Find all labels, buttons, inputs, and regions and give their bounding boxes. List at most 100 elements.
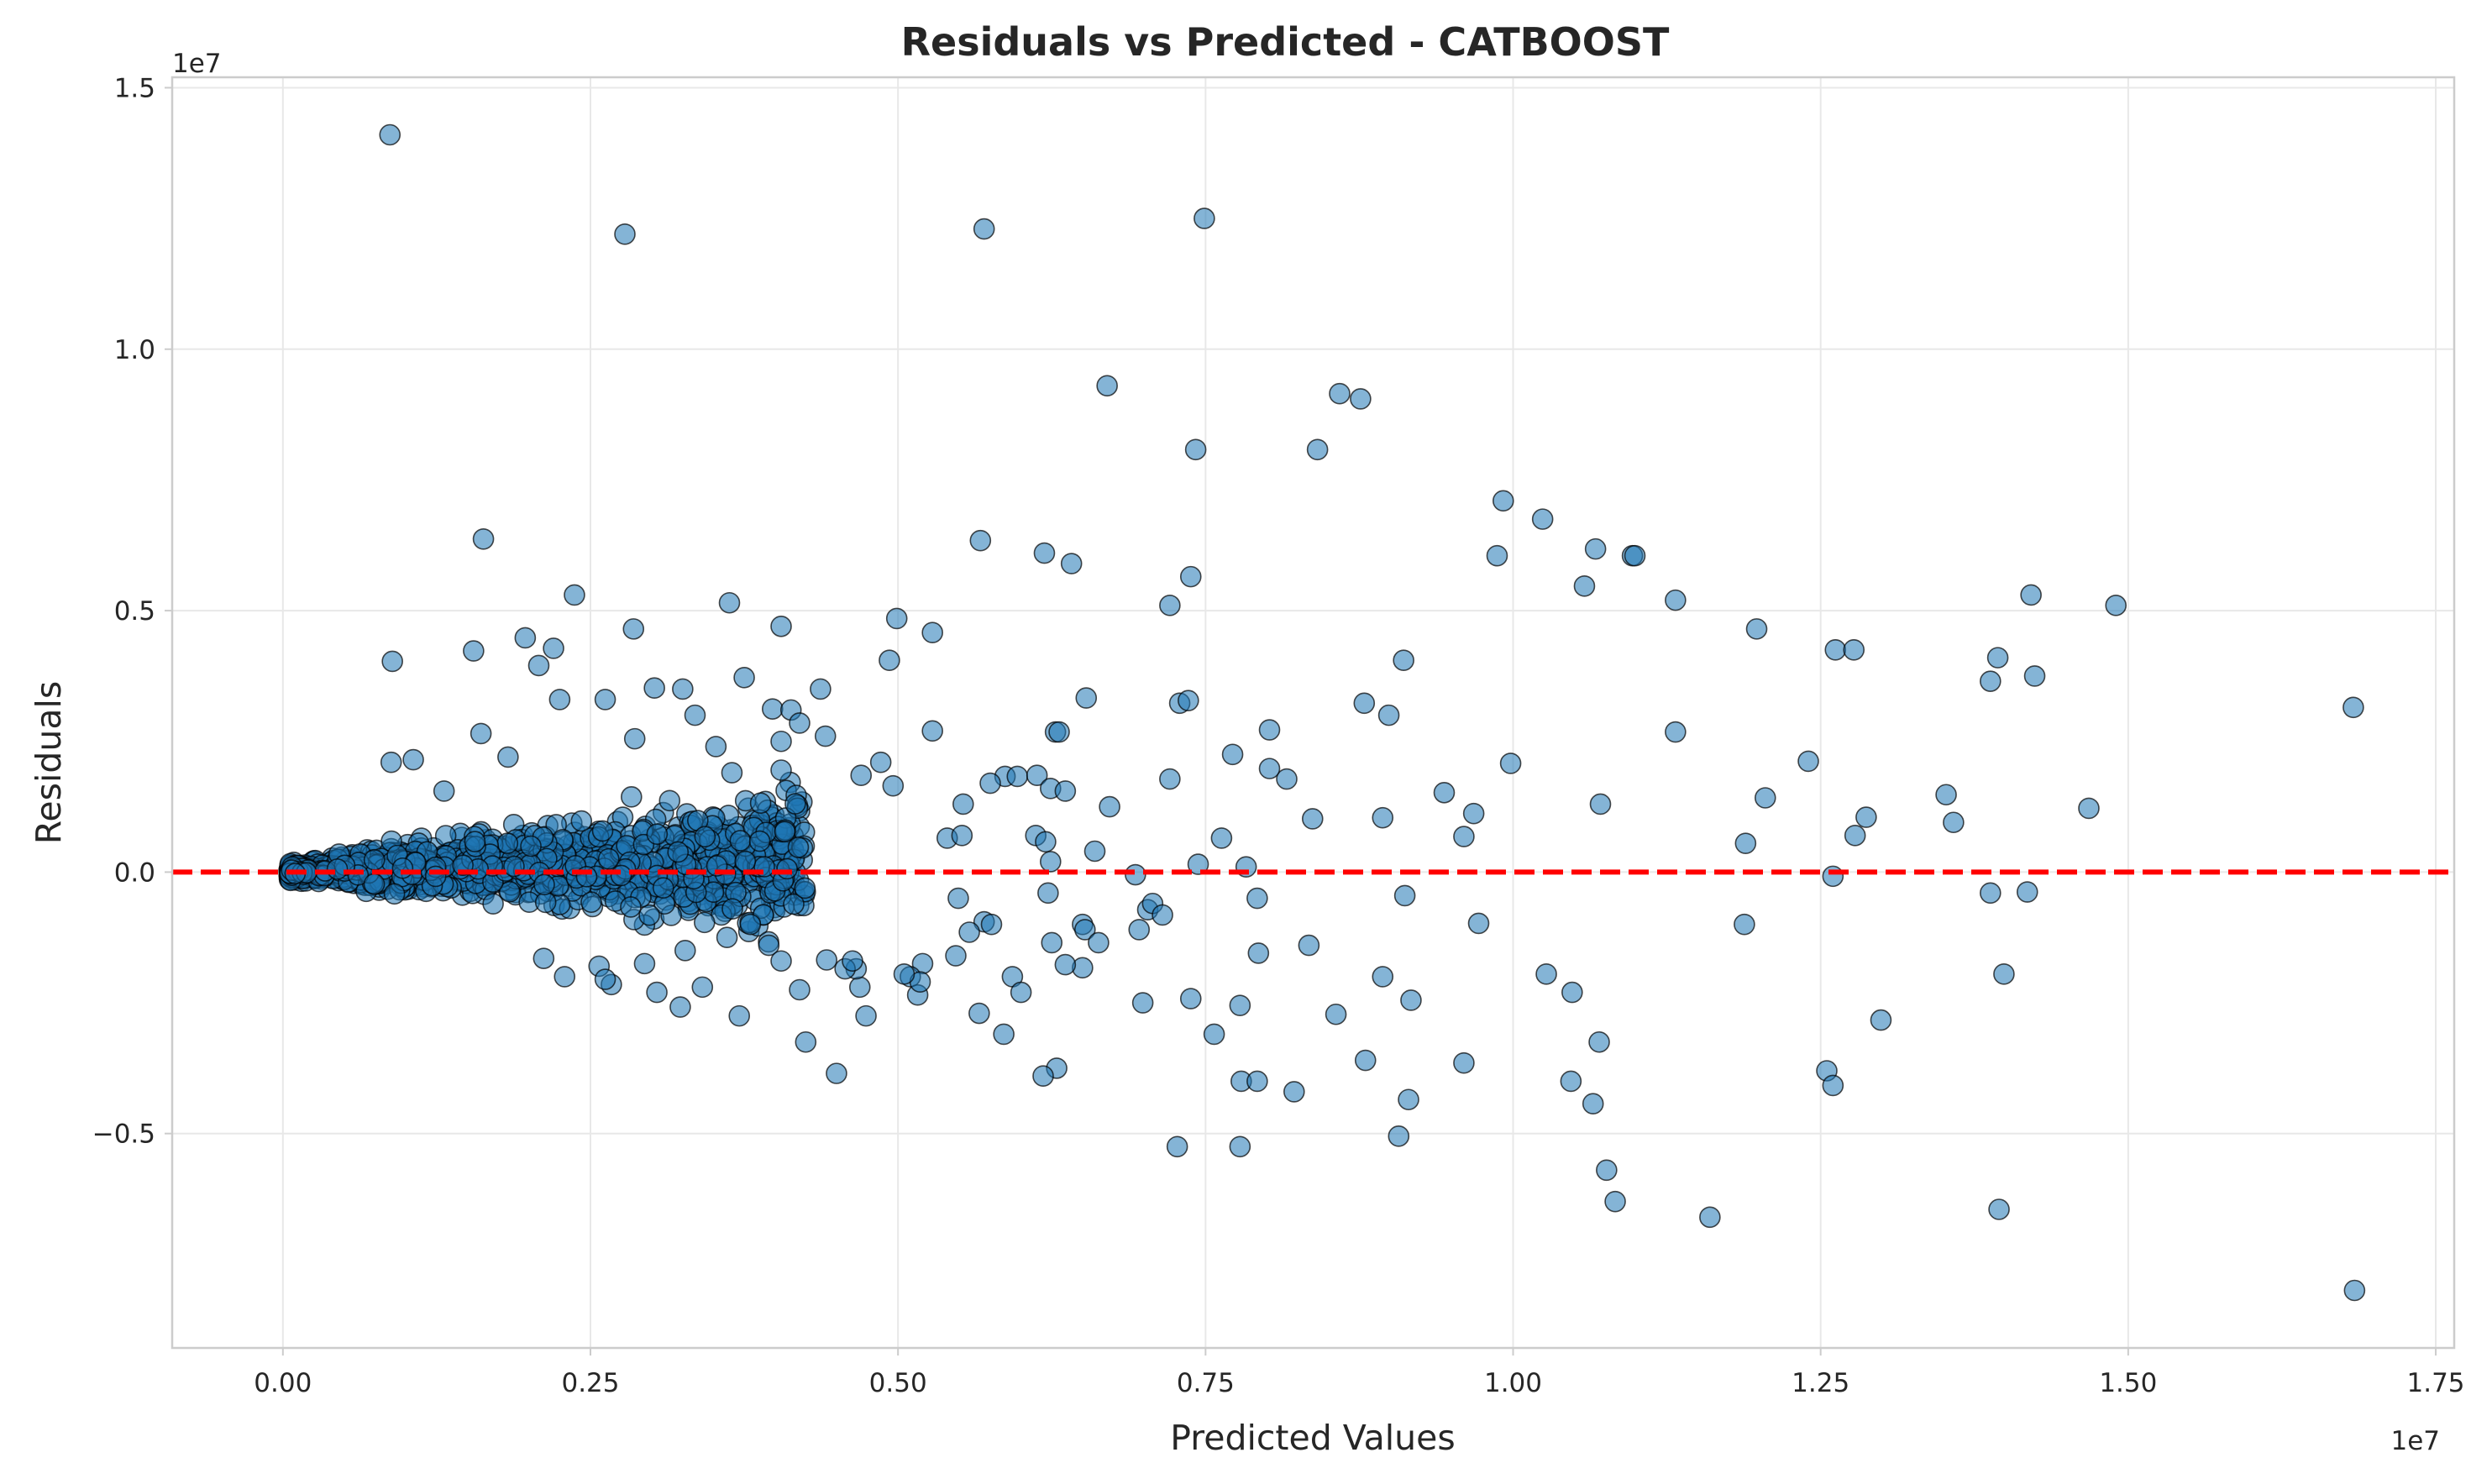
data-point bbox=[1584, 537, 1607, 560]
data-point bbox=[1531, 508, 1554, 530]
plot-frame bbox=[171, 76, 2456, 1350]
data-point bbox=[326, 857, 349, 880]
data-point bbox=[1035, 831, 1057, 853]
data-point bbox=[721, 762, 743, 784]
data-point bbox=[2343, 1279, 2366, 1302]
data-point bbox=[1054, 953, 1077, 976]
data-point bbox=[620, 896, 642, 918]
data-point bbox=[842, 950, 863, 973]
data-point bbox=[1699, 1206, 1721, 1229]
data-point bbox=[379, 123, 401, 146]
data-point bbox=[1573, 575, 1596, 597]
data-point bbox=[1754, 787, 1776, 809]
data-point bbox=[1453, 1051, 1475, 1074]
data-point bbox=[463, 640, 485, 662]
data-point bbox=[1935, 784, 1957, 806]
data-point bbox=[643, 677, 665, 700]
x-tick-label: 0.00 bbox=[254, 1368, 312, 1398]
data-point bbox=[1400, 989, 1422, 1011]
y-tick-label: 1.0 bbox=[114, 335, 155, 365]
data-point bbox=[1125, 863, 1146, 886]
data-point bbox=[1560, 1070, 1582, 1093]
data-point bbox=[1166, 1135, 1188, 1158]
data-point bbox=[855, 1004, 877, 1027]
data-point bbox=[1246, 887, 1268, 910]
data-point bbox=[667, 841, 690, 863]
data-point bbox=[514, 627, 537, 649]
data-point bbox=[1301, 808, 1324, 830]
data-point bbox=[993, 1023, 1015, 1046]
y-tick-label: −0.5 bbox=[92, 1120, 155, 1150]
y-offset-label: 1e7 bbox=[172, 49, 222, 79]
data-point bbox=[1131, 992, 1154, 1014]
data-point bbox=[564, 584, 585, 606]
data-point bbox=[1032, 1065, 1054, 1088]
data-point bbox=[1822, 865, 1844, 888]
data-point bbox=[1354, 1049, 1377, 1072]
data-point bbox=[1624, 544, 1646, 567]
data-point bbox=[1041, 931, 1063, 954]
x-tick-label: 1.50 bbox=[2099, 1368, 2157, 1398]
data-point bbox=[729, 830, 752, 852]
data-point bbox=[921, 720, 943, 742]
data-point bbox=[1258, 719, 1281, 741]
data-point bbox=[1492, 490, 1514, 512]
data-point bbox=[470, 722, 492, 745]
data-point bbox=[402, 748, 424, 771]
data-point bbox=[1993, 963, 2015, 985]
data-point bbox=[945, 945, 967, 967]
data-point bbox=[622, 618, 645, 640]
data-point bbox=[739, 913, 762, 936]
data-point bbox=[1561, 981, 1583, 1004]
data-point bbox=[1372, 806, 1394, 829]
data-point bbox=[1187, 853, 1209, 875]
data-point bbox=[1083, 840, 1106, 863]
data-point bbox=[424, 865, 447, 888]
data-point bbox=[776, 857, 798, 880]
data-point bbox=[1096, 375, 1118, 397]
data-point bbox=[381, 650, 403, 673]
data-point bbox=[383, 883, 406, 905]
data-point bbox=[1054, 780, 1077, 802]
x-tick-label: 0.75 bbox=[1177, 1368, 1235, 1398]
data-point bbox=[705, 736, 727, 758]
data-point bbox=[684, 704, 706, 726]
data-point bbox=[1988, 1198, 2010, 1220]
residual-points bbox=[278, 123, 2366, 1302]
data-point bbox=[694, 826, 716, 847]
data-point bbox=[1499, 752, 1522, 774]
data-point bbox=[1393, 649, 1414, 672]
data-point bbox=[795, 1030, 817, 1053]
chart-title: Residuals vs Predicted - CATBOOST bbox=[901, 19, 1670, 65]
data-point bbox=[1179, 565, 1202, 588]
data-point bbox=[1462, 802, 1485, 825]
data-point bbox=[1980, 670, 2001, 692]
data-point bbox=[497, 746, 519, 768]
data-point bbox=[2023, 665, 2046, 687]
data-point bbox=[1843, 638, 1865, 661]
y-tick-label: 0.5 bbox=[114, 596, 155, 627]
x-tick-label: 1.25 bbox=[1792, 1368, 1849, 1398]
data-point bbox=[1075, 687, 1098, 709]
data-point bbox=[1734, 913, 1755, 936]
data-point bbox=[2078, 797, 2100, 820]
data-point bbox=[1276, 768, 1298, 790]
data-point bbox=[758, 934, 780, 957]
data-point bbox=[969, 529, 992, 552]
data-point bbox=[1152, 904, 1173, 926]
data-point bbox=[1325, 1003, 1347, 1025]
data-point bbox=[734, 850, 757, 873]
data-point bbox=[570, 810, 593, 832]
data-point bbox=[533, 873, 555, 896]
data-point bbox=[770, 759, 792, 781]
y-axis-label: Residuals bbox=[29, 681, 69, 845]
data-point bbox=[499, 881, 521, 903]
data-point bbox=[774, 821, 796, 842]
data-point bbox=[580, 891, 602, 914]
data-point bbox=[1665, 589, 1687, 611]
grid-lines bbox=[172, 77, 2454, 1348]
data-point bbox=[2016, 881, 2038, 903]
data-point bbox=[814, 725, 837, 747]
data-point bbox=[1467, 912, 1490, 935]
y-tick-label: 0.0 bbox=[114, 857, 155, 888]
